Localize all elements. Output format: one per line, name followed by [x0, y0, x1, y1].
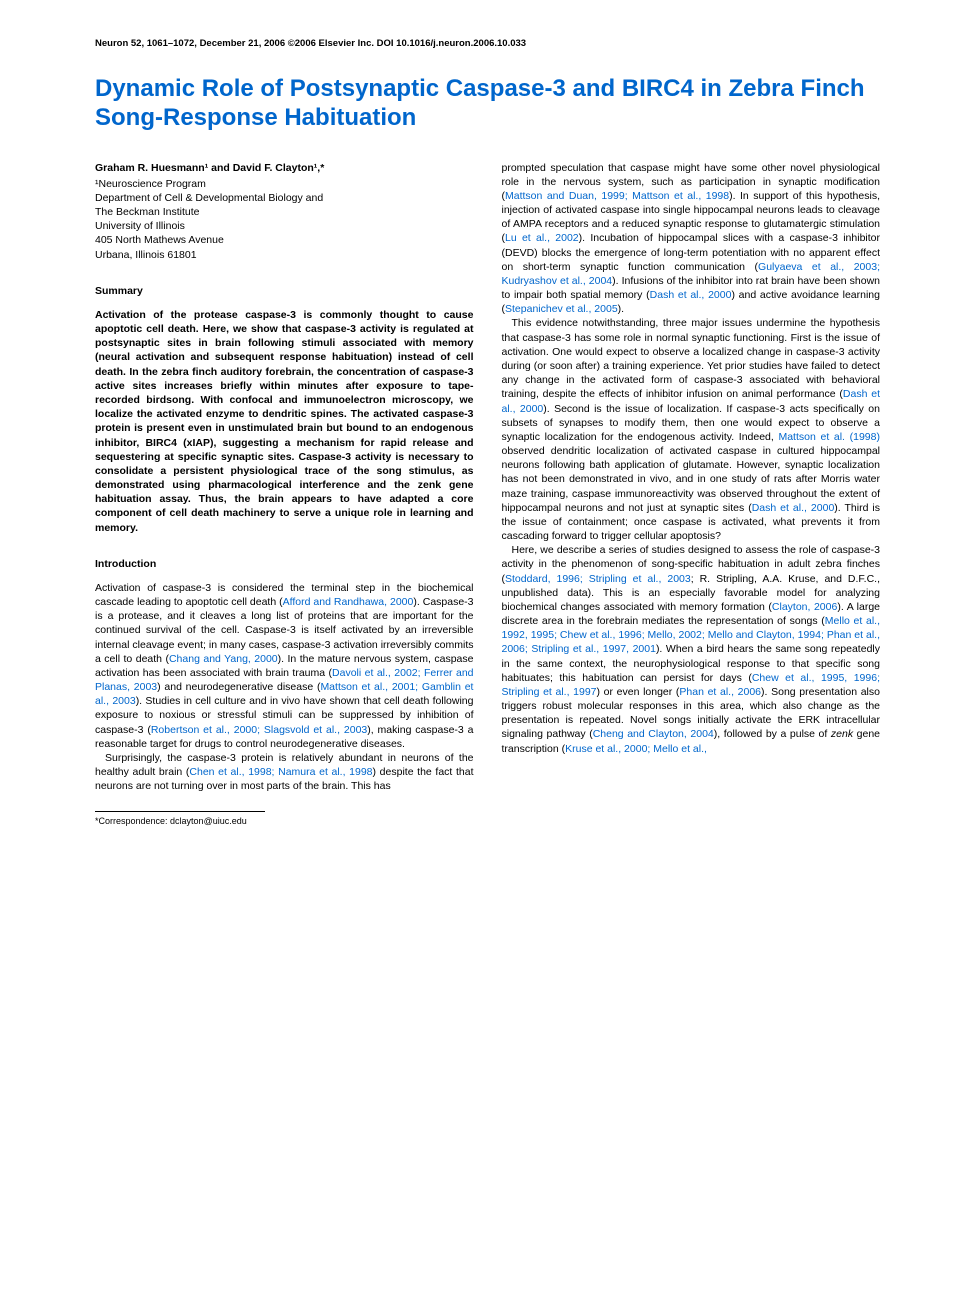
paragraph: Here, we describe a series of studies de…: [502, 543, 881, 756]
right-body: prompted speculation that caspase might …: [502, 161, 881, 756]
citation-link[interactable]: Cheng and Clayton, 2004: [593, 728, 714, 740]
paragraph: Surprisingly, the caspase-3 protein is r…: [95, 751, 474, 794]
affiliation-line: ¹Neuroscience Program: [95, 177, 474, 191]
citation-link[interactable]: Mattson and Duan, 1999; Mattson et al., …: [505, 190, 729, 202]
paragraph: prompted speculation that caspase might …: [502, 161, 881, 317]
citation-link[interactable]: Stoddard, 1996; Stripling et al., 2003: [505, 573, 691, 585]
citation-link[interactable]: Clayton, 2006: [772, 601, 837, 613]
citation-link[interactable]: Kruse et al., 2000; Mello et al.,: [565, 743, 707, 755]
summary-text: Activation of the protease caspase-3 is …: [95, 308, 474, 535]
intro-body: Activation of caspase-3 is considered th…: [95, 581, 474, 794]
affiliation-line: The Beckman Institute: [95, 205, 474, 219]
author-names: Graham R. Huesmann¹ and David F. Clayton…: [95, 161, 474, 175]
article-title: Dynamic Role of Postsynaptic Caspase-3 a…: [95, 75, 880, 133]
affiliation-line: Department of Cell & Developmental Biolo…: [95, 191, 474, 205]
paragraph: This evidence notwithstanding, three maj…: [502, 316, 881, 543]
journal-header: Neuron 52, 1061–1072, December 21, 2006 …: [95, 38, 880, 49]
citation-link[interactable]: Afford and Randhawa, 2000: [283, 596, 414, 608]
citation-link[interactable]: Dash et al., 2000: [650, 289, 732, 301]
affiliation-block: ¹Neuroscience Program Department of Cell…: [95, 177, 474, 262]
citation-link[interactable]: Chang and Yang, 2000: [169, 653, 278, 665]
introduction-heading: Introduction: [95, 557, 474, 571]
citation-link[interactable]: Mattson et al. (1998): [778, 431, 880, 443]
affiliation-line: University of Illinois: [95, 219, 474, 233]
citation-link[interactable]: Dash et al., 2000: [752, 502, 835, 514]
summary-heading: Summary: [95, 284, 474, 298]
correspondence-footnote: *Correspondence: dclayton@uiuc.edu: [95, 811, 265, 827]
affiliation-line: 405 North Mathews Avenue: [95, 233, 474, 247]
gene-name: zenk: [831, 728, 853, 740]
citation-link[interactable]: Chen et al., 1998; Namura et al., 1998: [189, 766, 372, 778]
two-column-layout: Graham R. Huesmann¹ and David F. Clayton…: [95, 161, 880, 828]
citation-link[interactable]: Lu et al., 2002: [505, 232, 579, 244]
citation-link[interactable]: Stepanichev et al., 2005: [505, 303, 618, 315]
citation-link[interactable]: Phan et al., 2006: [679, 686, 761, 698]
left-column: Graham R. Huesmann¹ and David F. Clayton…: [95, 161, 474, 828]
right-column: prompted speculation that caspase might …: [502, 161, 881, 828]
citation-link[interactable]: Robertson et al., 2000; Slagsvold et al.…: [151, 724, 367, 736]
affiliation-line: Urbana, Illinois 61801: [95, 248, 474, 262]
paragraph: Activation of caspase-3 is considered th…: [95, 581, 474, 751]
